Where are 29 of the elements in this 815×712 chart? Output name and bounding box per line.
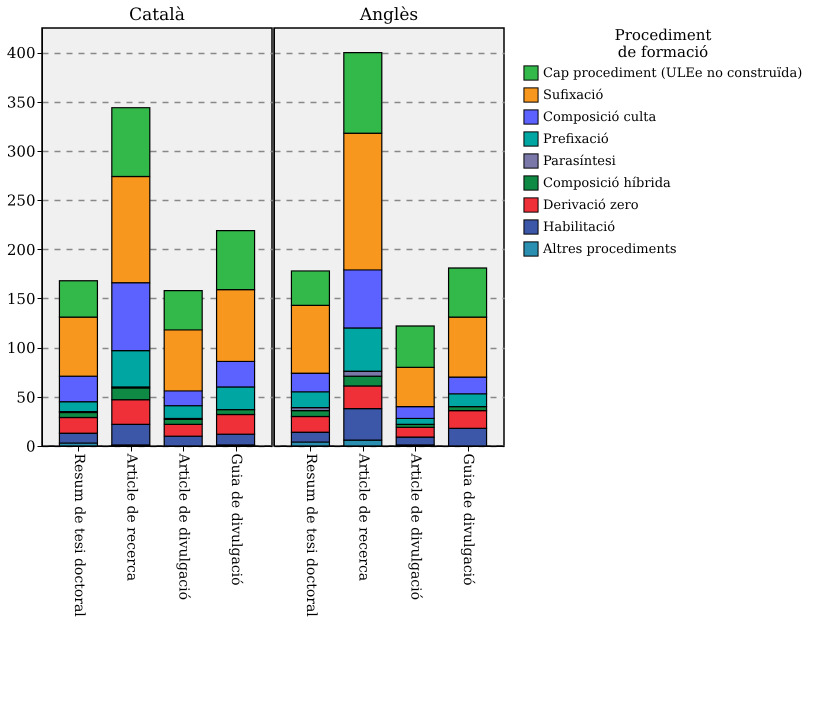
x-tick-label: Article de divulgació bbox=[176, 452, 192, 600]
legend-label: Prefixació bbox=[543, 132, 609, 147]
y-tick-label: 150 bbox=[6, 290, 36, 308]
legend-title: Procediment de formació bbox=[614, 26, 712, 61]
y-tick-label: 300 bbox=[6, 142, 36, 160]
x-tick-label: Guia de divulgació bbox=[228, 454, 244, 586]
y-tick-label: 0 bbox=[26, 438, 36, 456]
legend-label: Derivació zero bbox=[543, 198, 639, 213]
legend-label: Parasíntesi bbox=[543, 154, 616, 169]
x-tick-label: Guia de divulgació bbox=[460, 454, 476, 586]
y-tick-label: 50 bbox=[16, 388, 36, 406]
y-tick-label: 350 bbox=[6, 93, 36, 112]
legend-label: Composició culta bbox=[543, 110, 657, 125]
y-tick-label: 250 bbox=[6, 192, 36, 210]
x-tick-label: Article de divulgació bbox=[408, 452, 424, 600]
chart-title: Català bbox=[129, 5, 185, 25]
x-tick-label: Article de recerca bbox=[355, 452, 372, 582]
x-tick-label: Resum de tesi doctoral bbox=[302, 454, 319, 618]
legend-label: Habilitació bbox=[543, 220, 616, 235]
legend-label: Composició híbrida bbox=[543, 176, 672, 191]
y-tick-label: 100 bbox=[6, 339, 36, 358]
legend-label: Cap procediment (ULEe no construïda) bbox=[543, 66, 802, 81]
legend-label: Altres procediments bbox=[542, 242, 677, 257]
y-tick-label: 400 bbox=[6, 44, 36, 62]
chart-title: Anglès bbox=[358, 5, 418, 25]
legend-label: Sufixació bbox=[543, 88, 604, 103]
y-tick-label: 200 bbox=[6, 240, 36, 259]
x-tick-label: Resum de tesi doctoral bbox=[70, 454, 87, 618]
x-tick-label: Article de recerca bbox=[123, 452, 140, 582]
